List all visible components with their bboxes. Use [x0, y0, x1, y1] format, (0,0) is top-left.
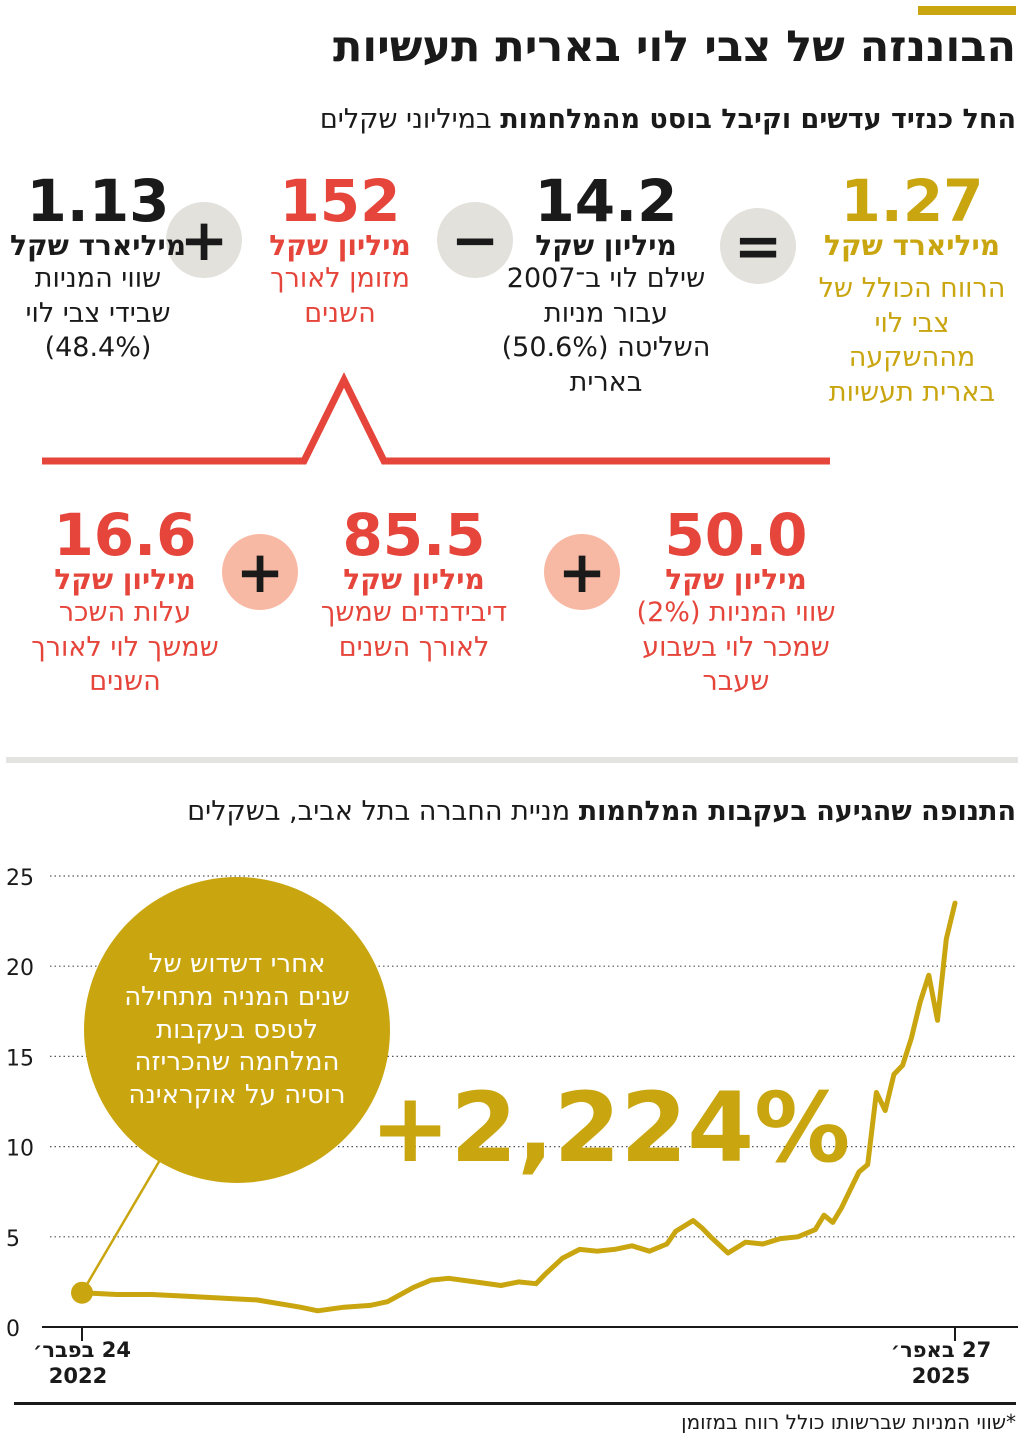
shares-value-block: 1.13 מיליארד שקל שווי המניות שבידי צבי ל… [8, 172, 188, 366]
x-start-year: 2022 [49, 1364, 107, 1388]
y-tick-label: 15 [6, 1046, 34, 1071]
chart-title-bold: התנופה שהגיעה בעקבות המלחמות [578, 796, 1016, 827]
page-title: הבוננזה של צבי לוי בארית תעשיות [333, 22, 1016, 72]
dividends-block: 85.5 מיליון שקל דיבידנדים שמשך לאורך השנ… [316, 506, 512, 665]
sold-shares-desc: שווי המניות (2%) שמכר לוי בשבוע שעבר [636, 597, 836, 698]
total-profit-desc: הרווח הכולל של צבי לוי מההשקעה בארית תעש… [818, 273, 1006, 408]
salary-value: 16.6 [53, 501, 197, 569]
cash-unit: מיליון שקל [269, 229, 411, 262]
total-profit-block: 1.27 מיליארד שקל הרווח הכולל של צבי לוי … [812, 172, 1012, 410]
cash-breakdown-bracket [42, 372, 830, 465]
shares-value: 1.13 [26, 167, 170, 235]
dividends-value: 85.5 [342, 501, 486, 569]
y-tick-label: 10 [6, 1137, 34, 1162]
section-divider [6, 757, 1018, 763]
cash-value: 152 [279, 167, 401, 235]
purchase-cost-desc: שילם לוי ב־2007 עבור מניות השליטה (50.6%… [501, 263, 711, 398]
x-end-year: 2025 [912, 1364, 970, 1388]
footer-rule [14, 1402, 1016, 1405]
salary-unit: מיליון שקל [54, 563, 196, 596]
x-start-label: 24 בפבר׳ [33, 1338, 131, 1362]
chart-title: התנופה שהגיעה בעקבות המלחמות מניית החברה… [187, 796, 1016, 827]
subtitle-unit: במיליוני שקלים [319, 104, 492, 135]
plus-icon: + [166, 202, 242, 278]
equals-icon: = [720, 208, 796, 284]
plus-icon: + [544, 534, 620, 610]
sold-shares-value: 50.0 [664, 501, 808, 569]
start-point-marker [71, 1281, 93, 1304]
shares-desc: שווי המניות שבידי צבי לוי (48.4%) [25, 263, 171, 364]
cash-block: 152 מיליון שקל מזומן לאורך השנים [254, 172, 426, 331]
y-tick-label: 5 [6, 1227, 20, 1252]
dividends-unit: מיליון שקל [343, 563, 485, 596]
purchase-cost-value: 14.2 [534, 167, 678, 235]
footnote: *שווי המניות שברשותו כולל רווח במזומן [681, 1410, 1016, 1434]
salary-desc: עלות השכר שמשך לוי לאורך השנים [31, 597, 219, 698]
price-line [79, 900, 958, 1314]
shares-unit: מיליארד שקל [10, 229, 186, 262]
callout-text: אחרי דשדוש של שנים המניה מתחילה לטפס בעק… [124, 949, 350, 1111]
top-accent-bar [918, 6, 1016, 15]
cash-desc: מזומן לאורך השנים [270, 263, 410, 329]
total-profit-value: 1.27 [840, 167, 984, 235]
x-end-label: 27 באפר׳ [891, 1338, 991, 1362]
y-tick-label: 0 [6, 1317, 20, 1342]
sold-shares-block: 50.0 מיליון שקל שווי המניות (2%) שמכר לו… [636, 506, 836, 700]
total-profit-unit: מיליארד שקל [824, 229, 1000, 262]
y-tick-label: 25 [6, 866, 34, 891]
page-subtitle: החל כנזיד עדשים וקיבל בוסט מהמלחמות במיל… [320, 104, 1016, 135]
dividends-desc: דיבידנדים שמשך לאורך השנים [320, 597, 508, 663]
purchase-cost-block: 14.2 מיליון שקל שילם לוי ב־2007 עבור מני… [495, 172, 717, 400]
chart-title-rest: מניית החברה בתל אביב, בשקלים [187, 796, 571, 827]
total-change-label: +2,224% [370, 1072, 851, 1184]
subtitle-bold: החל כנזיד עדשים וקיבל בוסט מהמלחמות [500, 104, 1016, 135]
purchase-cost-unit: מיליון שקל [535, 229, 677, 262]
sold-shares-unit: מיליון שקל [665, 563, 807, 596]
plus-icon: + [222, 534, 298, 610]
minus-icon: − [437, 202, 513, 278]
callout-bubble: אחרי דשדוש של שנים המניה מתחילה לטפס בעק… [84, 877, 390, 1183]
callout-pointer [80, 1159, 162, 1294]
salary-block: 16.6 מיליון שקל עלות השכר שמשך לוי לאורך… [30, 506, 220, 700]
y-tick-label: 20 [6, 956, 34, 981]
